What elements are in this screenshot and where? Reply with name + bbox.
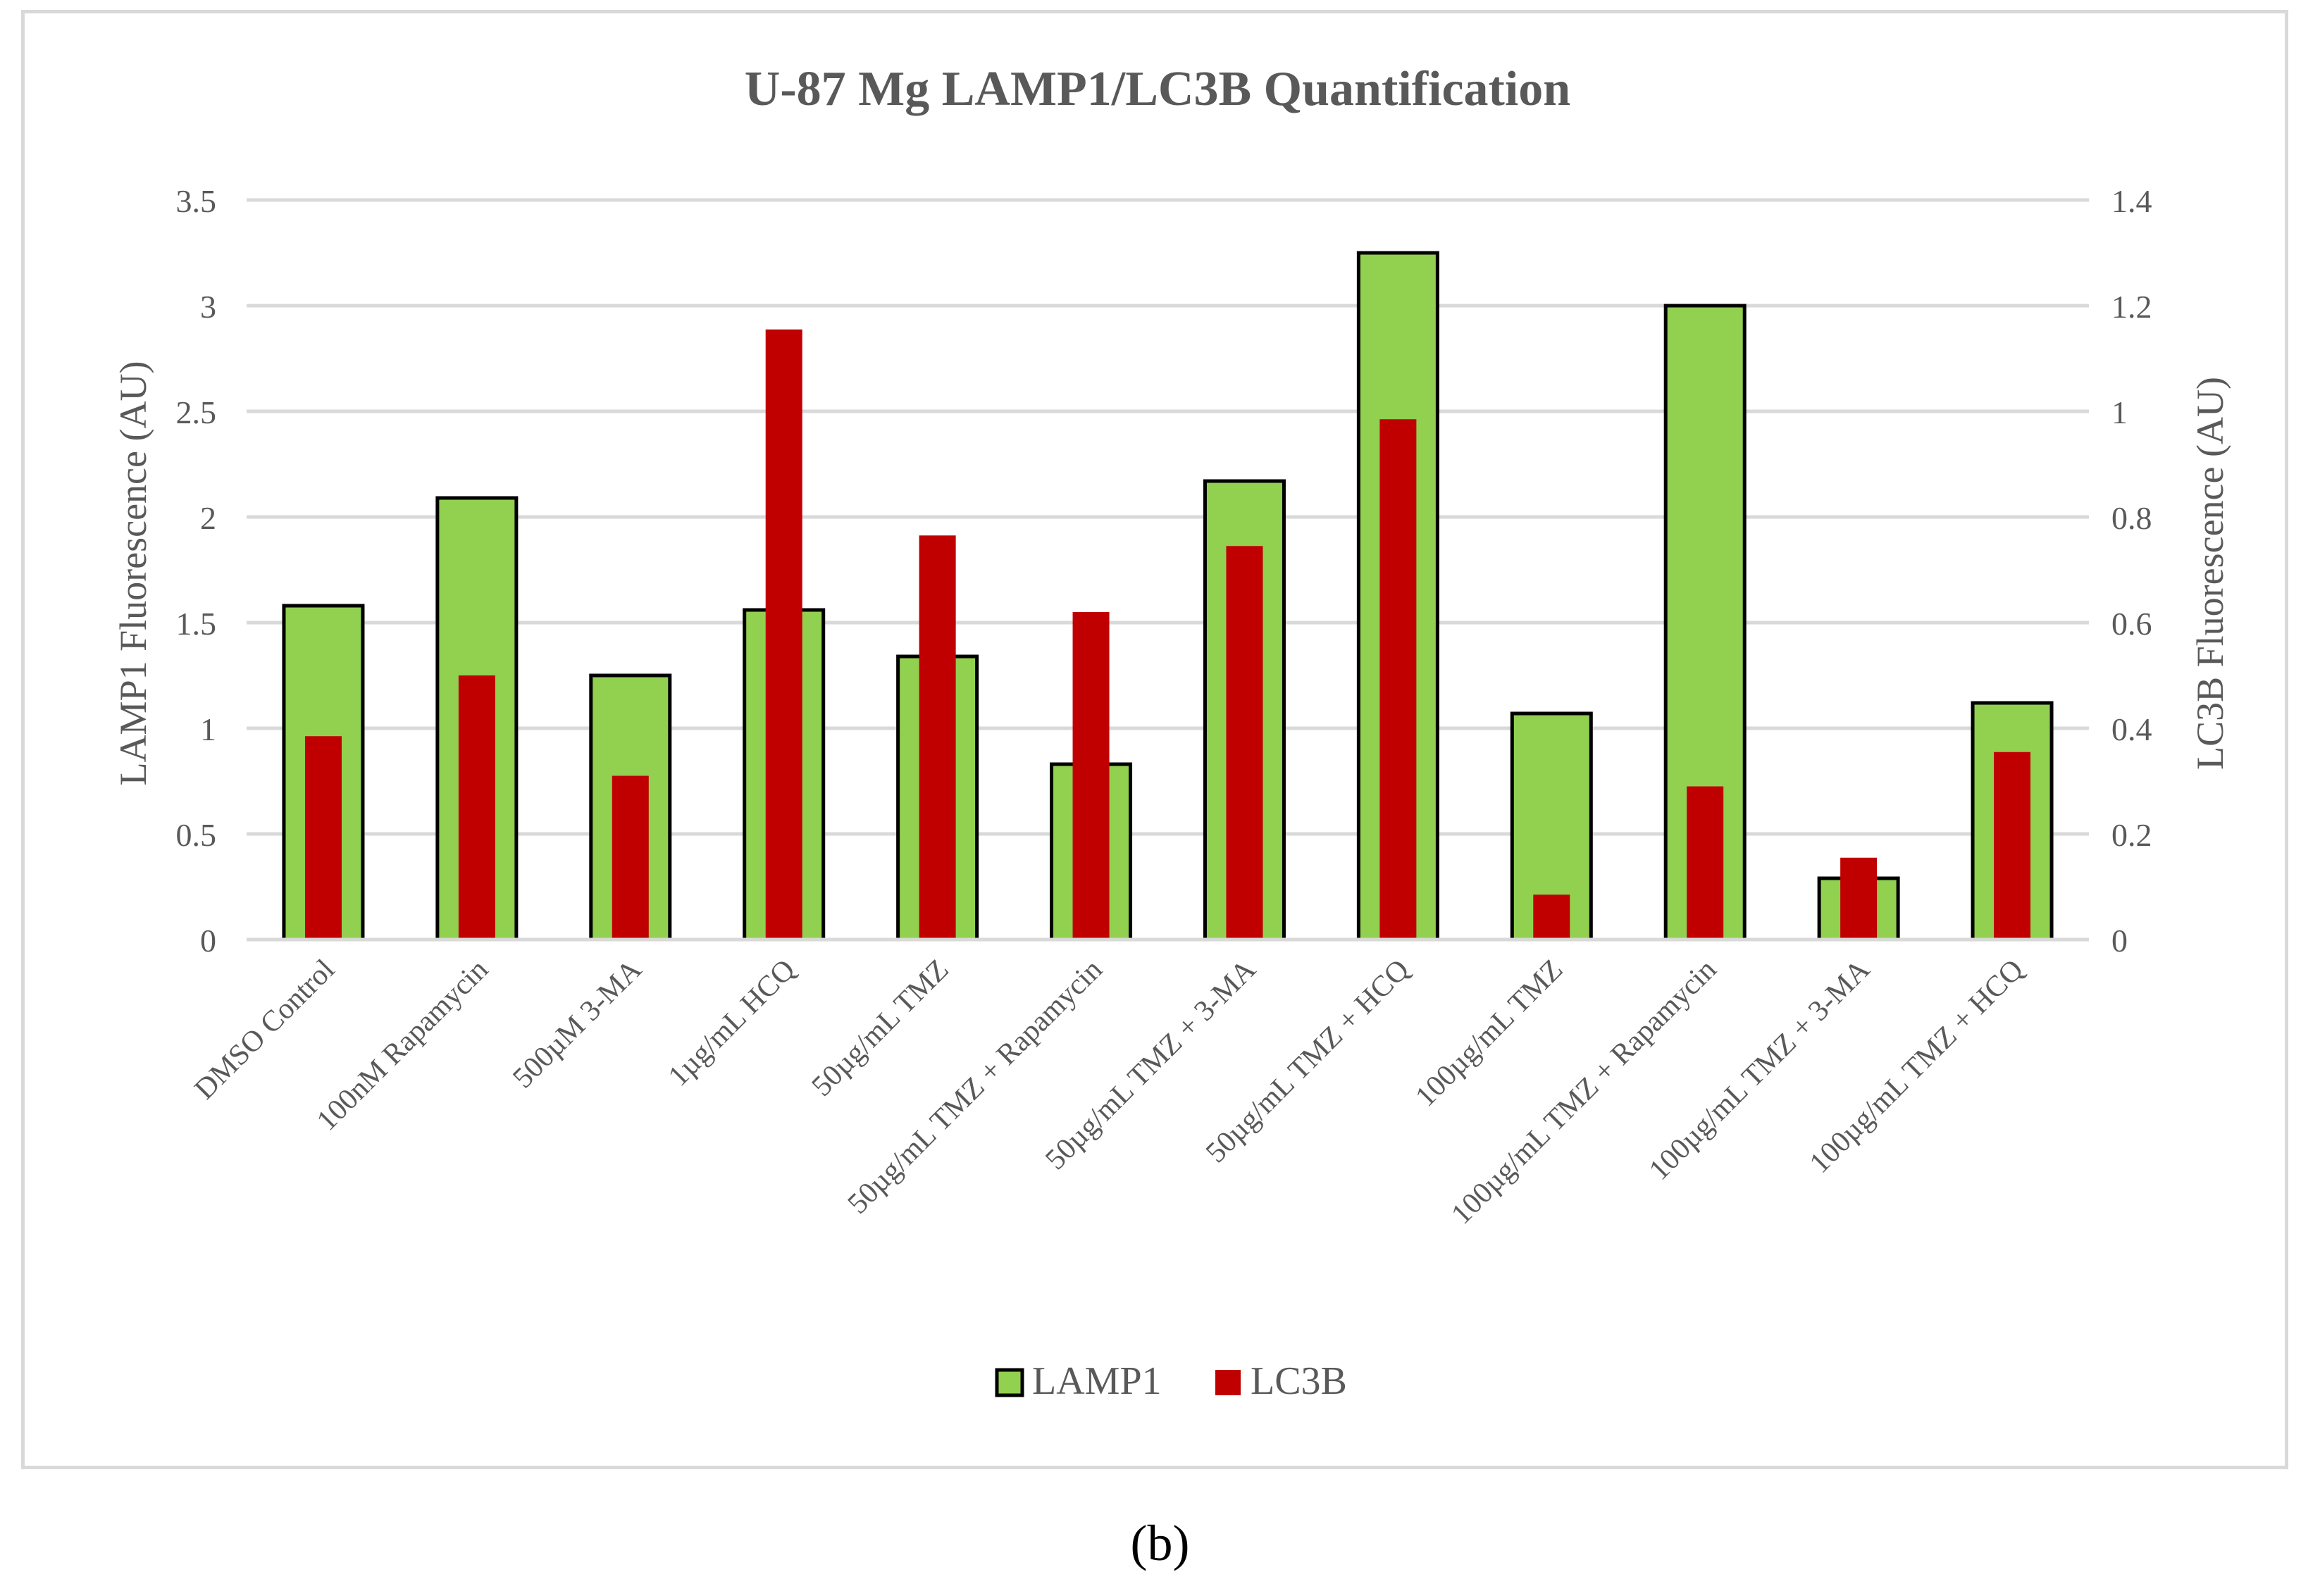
gridlines bbox=[247, 198, 2089, 942]
y-tick-label: 1 bbox=[200, 711, 216, 747]
figure-caption: (b) bbox=[1130, 1515, 1190, 1571]
bar-lc3b bbox=[1072, 612, 1110, 940]
y-tick-label: 3.5 bbox=[176, 183, 217, 219]
x-tick-label: 100nM Rapamycin bbox=[311, 954, 495, 1137]
bar-lc3b bbox=[1994, 752, 2031, 940]
y-tick-label: 0 bbox=[200, 923, 216, 959]
legend-swatch-lc3b bbox=[1215, 1370, 1241, 1395]
y2-axis-label: LC3B Fluorescence (AU) bbox=[2189, 377, 2231, 770]
bar-lamp1 bbox=[1663, 304, 1747, 942]
y-tick-label: 2 bbox=[200, 500, 216, 536]
y-tick-label: 2.5 bbox=[176, 394, 217, 430]
bar-lc3b bbox=[612, 775, 649, 940]
x-tick-label: DMSO Control bbox=[189, 954, 342, 1106]
bar-lc3b bbox=[1226, 546, 1263, 940]
y2-tick-label: 0.8 bbox=[2111, 500, 2152, 536]
y2-tick-label: 0 bbox=[2111, 923, 2128, 959]
y2-tick-label: 0.4 bbox=[2111, 711, 2152, 747]
bar-lc3b bbox=[458, 675, 495, 940]
chart-title: U-87 Mg LAMP1/LC3B Quantification bbox=[745, 62, 1570, 116]
y-tick-label: 3 bbox=[200, 289, 216, 325]
y2-tick-label: 0.2 bbox=[2111, 817, 2152, 853]
bar-lc3b bbox=[919, 535, 956, 940]
legend-label-lc3b: LC3B bbox=[1251, 1359, 1347, 1403]
y2-tick-label: 0.6 bbox=[2111, 606, 2152, 642]
chart-svg: 0 0.5 1 1.5 2 2.5 3 3.5 0 0.2 0.4 0.6 0.8 1 1.2 1.4 DMSO… bbox=[112, 62, 2231, 1403]
y-tick-label: 0.5 bbox=[176, 817, 217, 853]
x-tick-label: 100µg/mL TMZ bbox=[1409, 954, 1569, 1114]
y-tick-label: 1.5 bbox=[176, 606, 217, 642]
legend-swatch-lamp1 bbox=[995, 1368, 1024, 1397]
x-tick-label: 100µg/mL TMZ + Rapamycin bbox=[1445, 954, 1723, 1231]
y-axis-label: LAMP1 Fluorescence (AU) bbox=[112, 361, 154, 786]
y2-tick-label: 1.2 bbox=[2111, 289, 2152, 325]
bar-lc3b bbox=[1533, 894, 1570, 940]
x-tick-label: 50µg/mL TMZ bbox=[806, 954, 955, 1103]
y2-tick-label: 1.4 bbox=[2111, 183, 2152, 219]
bars bbox=[282, 251, 2054, 942]
chart-frame: 0 0.5 1 1.5 2 2.5 3 3.5 0 0.2 0.4 0.6 0.8 1 1.2 1.4 DMSO… bbox=[21, 10, 2288, 1469]
bar-lc3b bbox=[304, 736, 342, 940]
x-tick-label: 1µg/mL HCQ bbox=[662, 954, 802, 1093]
legend: LAMP1 LC3B bbox=[995, 1359, 1347, 1403]
bar-lc3b bbox=[1379, 419, 1417, 940]
legend-label-lamp1: LAMP1 bbox=[1032, 1359, 1162, 1403]
bar-lc3b bbox=[1687, 786, 1724, 940]
bar-lc3b bbox=[765, 329, 802, 940]
x-tick-label: 500µM 3-MA bbox=[507, 953, 648, 1095]
y2-tick-label: 1 bbox=[2111, 394, 2128, 430]
x-tick-label: 50µg/mL TMZ + Rapamycin bbox=[842, 954, 1109, 1221]
bar-lc3b bbox=[1840, 857, 1878, 940]
